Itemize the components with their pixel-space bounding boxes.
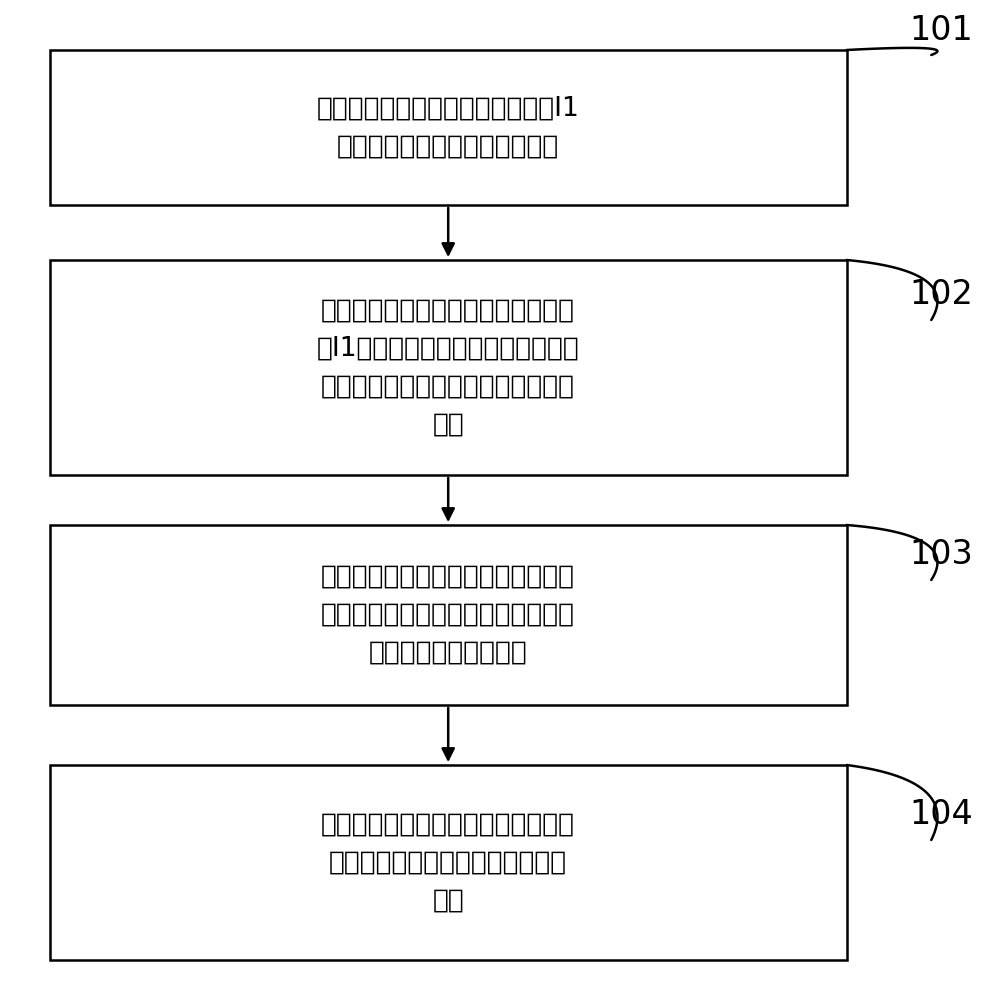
FancyBboxPatch shape [50, 50, 847, 205]
Text: 101: 101 [909, 13, 973, 46]
FancyBboxPatch shape [50, 260, 847, 475]
Text: 104: 104 [909, 798, 973, 832]
FancyBboxPatch shape [50, 765, 847, 960]
Text: 根据所述紫外光灯激发电路的谐振电
流I1的方向及紫外光灯激发电路参数
，确定所述紫外光灯激发电路的谐振
频率: 根据所述紫外光灯激发电路的谐振电 流I1的方向及紫外光灯激发电路参数 ，确定所述… [317, 297, 580, 437]
Text: 103: 103 [909, 538, 973, 572]
Text: 102: 102 [909, 278, 973, 312]
Text: 根据所述紫外光灯激发电路的谐振频
率，控制所述紫外光灯激发电路的开
关控制支路的开关方向: 根据所述紫外光灯激发电路的谐振频 率，控制所述紫外光灯激发电路的开 关控制支路的… [321, 564, 576, 666]
Text: 输出所述紫外光灯激发电路的谐振电
压，以便控制所述紫外光灯的正常
工作: 输出所述紫外光灯激发电路的谐振电 压，以便控制所述紫外光灯的正常 工作 [321, 812, 576, 914]
Text: 获取紫外光灯激发电路的谐振电流I1
的方向及紫外光灯激发电路参数: 获取紫外光灯激发电路的谐振电流I1 的方向及紫外光灯激发电路参数 [317, 96, 580, 159]
FancyBboxPatch shape [50, 525, 847, 705]
